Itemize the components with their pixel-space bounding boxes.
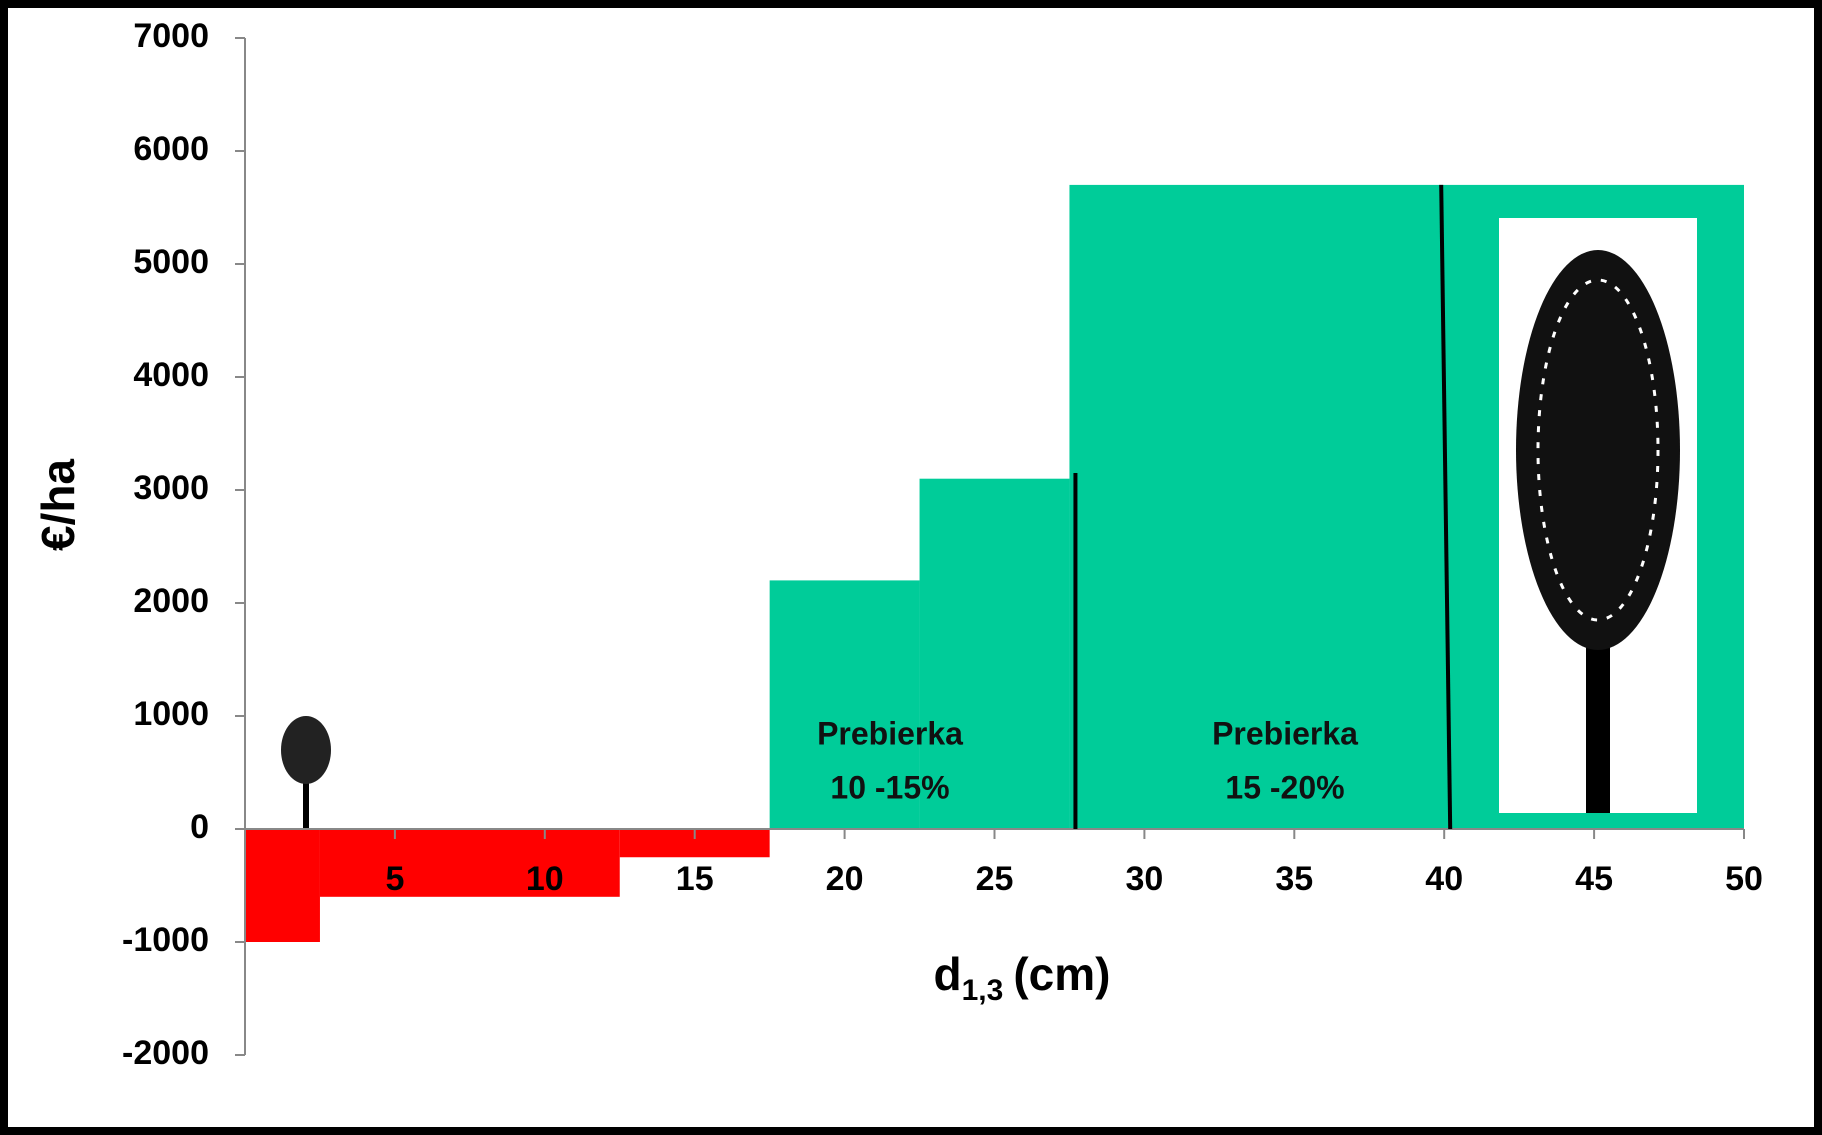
x-axis-title-unit: (cm)	[1013, 948, 1110, 1000]
y-tick-label: -2000	[122, 1034, 209, 1072]
x-tick-label: 10	[526, 860, 564, 898]
chart: €/ha d1,3 (cm) -2000 -1000 0 1000 2000 3000 400…	[0, 0, 1822, 1135]
x-tick-label: 50	[1725, 860, 1763, 898]
y-tick-label: 4000	[133, 356, 209, 394]
y-tick-label: 2000	[133, 582, 209, 620]
x-tick-label: 5	[385, 860, 404, 898]
bar	[320, 829, 620, 897]
y-tick-label: 7000	[133, 17, 209, 55]
x-tick-label: 20	[826, 860, 864, 898]
annotation: 10 -15%	[830, 769, 949, 805]
y-tick-label: 5000	[133, 243, 209, 281]
y-tick-label: -1000	[122, 921, 209, 959]
x-axis-title-subscript: 1,3	[962, 974, 1004, 1007]
x-tick-label: 35	[1275, 860, 1313, 898]
y-axis-title: €/ha	[32, 459, 84, 551]
x-tick-label: 45	[1575, 860, 1613, 898]
y-tick-label: 0	[190, 808, 209, 846]
bar	[245, 829, 320, 942]
x-tick-label: 30	[1125, 860, 1163, 898]
y-tick-label: 6000	[133, 130, 209, 168]
x-axis-title: d1,3 (cm)	[934, 948, 1111, 1007]
annotation: 15 -20%	[1225, 769, 1344, 805]
x-tick-label: 25	[976, 860, 1014, 898]
x-tick-label: 40	[1425, 860, 1463, 898]
annotation: Prebierka	[1212, 715, 1358, 751]
y-tick-label: 1000	[133, 695, 209, 733]
x-tick-label: 15	[676, 860, 714, 898]
tree-crown	[1516, 250, 1680, 650]
small-tree-crown	[281, 716, 331, 784]
x-axis-title-main: d	[934, 948, 962, 1000]
annotation: Prebierka	[817, 715, 963, 751]
y-tick-label: 3000	[133, 469, 209, 507]
